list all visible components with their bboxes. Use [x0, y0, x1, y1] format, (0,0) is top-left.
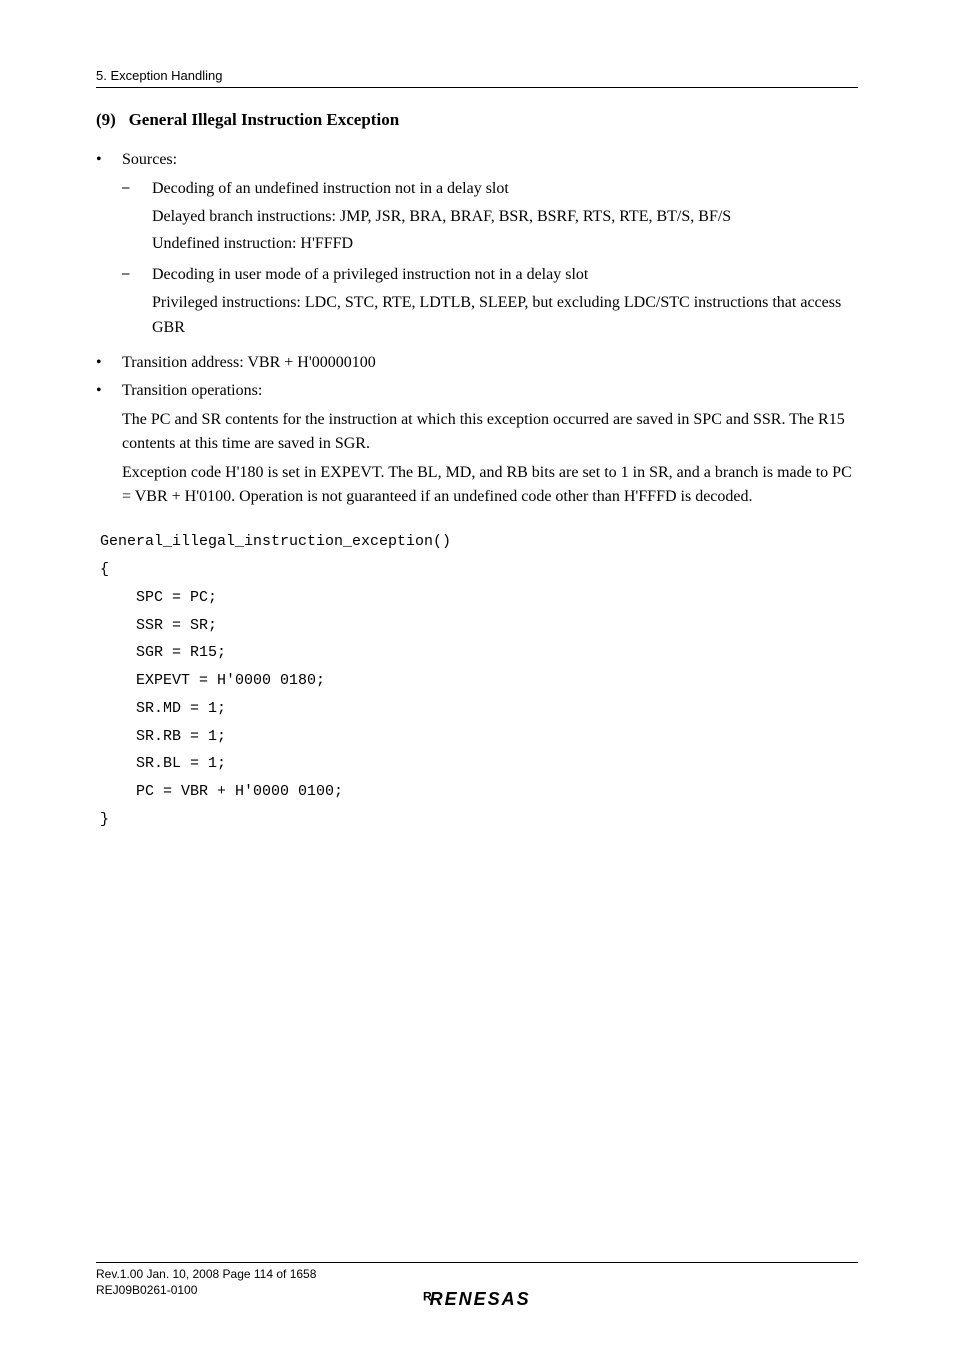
sub-content: Decoding of an undefined instruction not…	[152, 177, 858, 260]
sub-list: ⎯ Decoding of an undefined instruction n…	[122, 177, 858, 344]
sub-line: Privileged instructions: LDC, STC, RTE, …	[152, 291, 858, 341]
bullet-marker: •	[96, 351, 122, 376]
bullet-content: Transition address: VBR + H'00000100	[122, 351, 858, 376]
sub-line: Delayed branch instructions: JMP, JSR, B…	[152, 205, 858, 230]
footer-rule	[96, 1262, 858, 1263]
bullet-content: Sources: ⎯ Decoding of an undefined inst…	[122, 148, 858, 347]
paragraph: The PC and SR contents for the instructi…	[122, 408, 858, 456]
sub-marker-dash: ⎯	[122, 263, 152, 343]
bullet-item-transition-ops: • Transition operations: The PC and SR c…	[96, 379, 858, 514]
sub-item: ⎯ Decoding in user mode of a privileged …	[122, 263, 858, 343]
bullet-text: Sources:	[122, 151, 177, 168]
section-heading: General Illegal Instruction Exception	[129, 110, 400, 129]
bullet-marker: •	[96, 148, 122, 347]
logo-text: RENESAS	[430, 1289, 531, 1309]
sub-line: Undefined instruction: H'FFFD	[152, 232, 858, 257]
bullet-content: Transition operations: The PC and SR con…	[122, 379, 858, 514]
sub-content: Decoding in user mode of a privileged in…	[152, 263, 858, 343]
code-block: General_illegal_instruction_exception() …	[100, 528, 858, 833]
bullet-item-transition-address: • Transition address: VBR + H'00000100	[96, 351, 858, 376]
running-header: 5. Exception Handling	[96, 68, 858, 83]
section-number: (9)	[96, 110, 116, 129]
sub-line: Decoding of an undefined instruction not…	[152, 177, 858, 202]
renesas-logo: ᴿRENESAS	[423, 1289, 530, 1310]
header-rule	[96, 87, 858, 88]
sub-item: ⎯ Decoding of an undefined instruction n…	[122, 177, 858, 260]
bullet-item-sources: • Sources: ⎯ Decoding of an undefined in…	[96, 148, 858, 347]
bullet-text: Transition operations:	[122, 379, 858, 403]
section-title: (9) General Illegal Instruction Exceptio…	[96, 110, 858, 130]
paragraph: Exception code H'180 is set in EXPEVT. T…	[122, 461, 858, 509]
bullet-marker: •	[96, 379, 122, 514]
footer-line-1: Rev.1.00 Jan. 10, 2008 Page 114 of 1658	[96, 1266, 858, 1282]
bullet-list: • Sources: ⎯ Decoding of an undefined in…	[96, 148, 858, 514]
sub-marker-dash: ⎯	[122, 177, 152, 260]
sub-line: Decoding in user mode of a privileged in…	[152, 263, 858, 288]
bullet-text: Transition address: VBR + H'00000100	[122, 354, 376, 371]
